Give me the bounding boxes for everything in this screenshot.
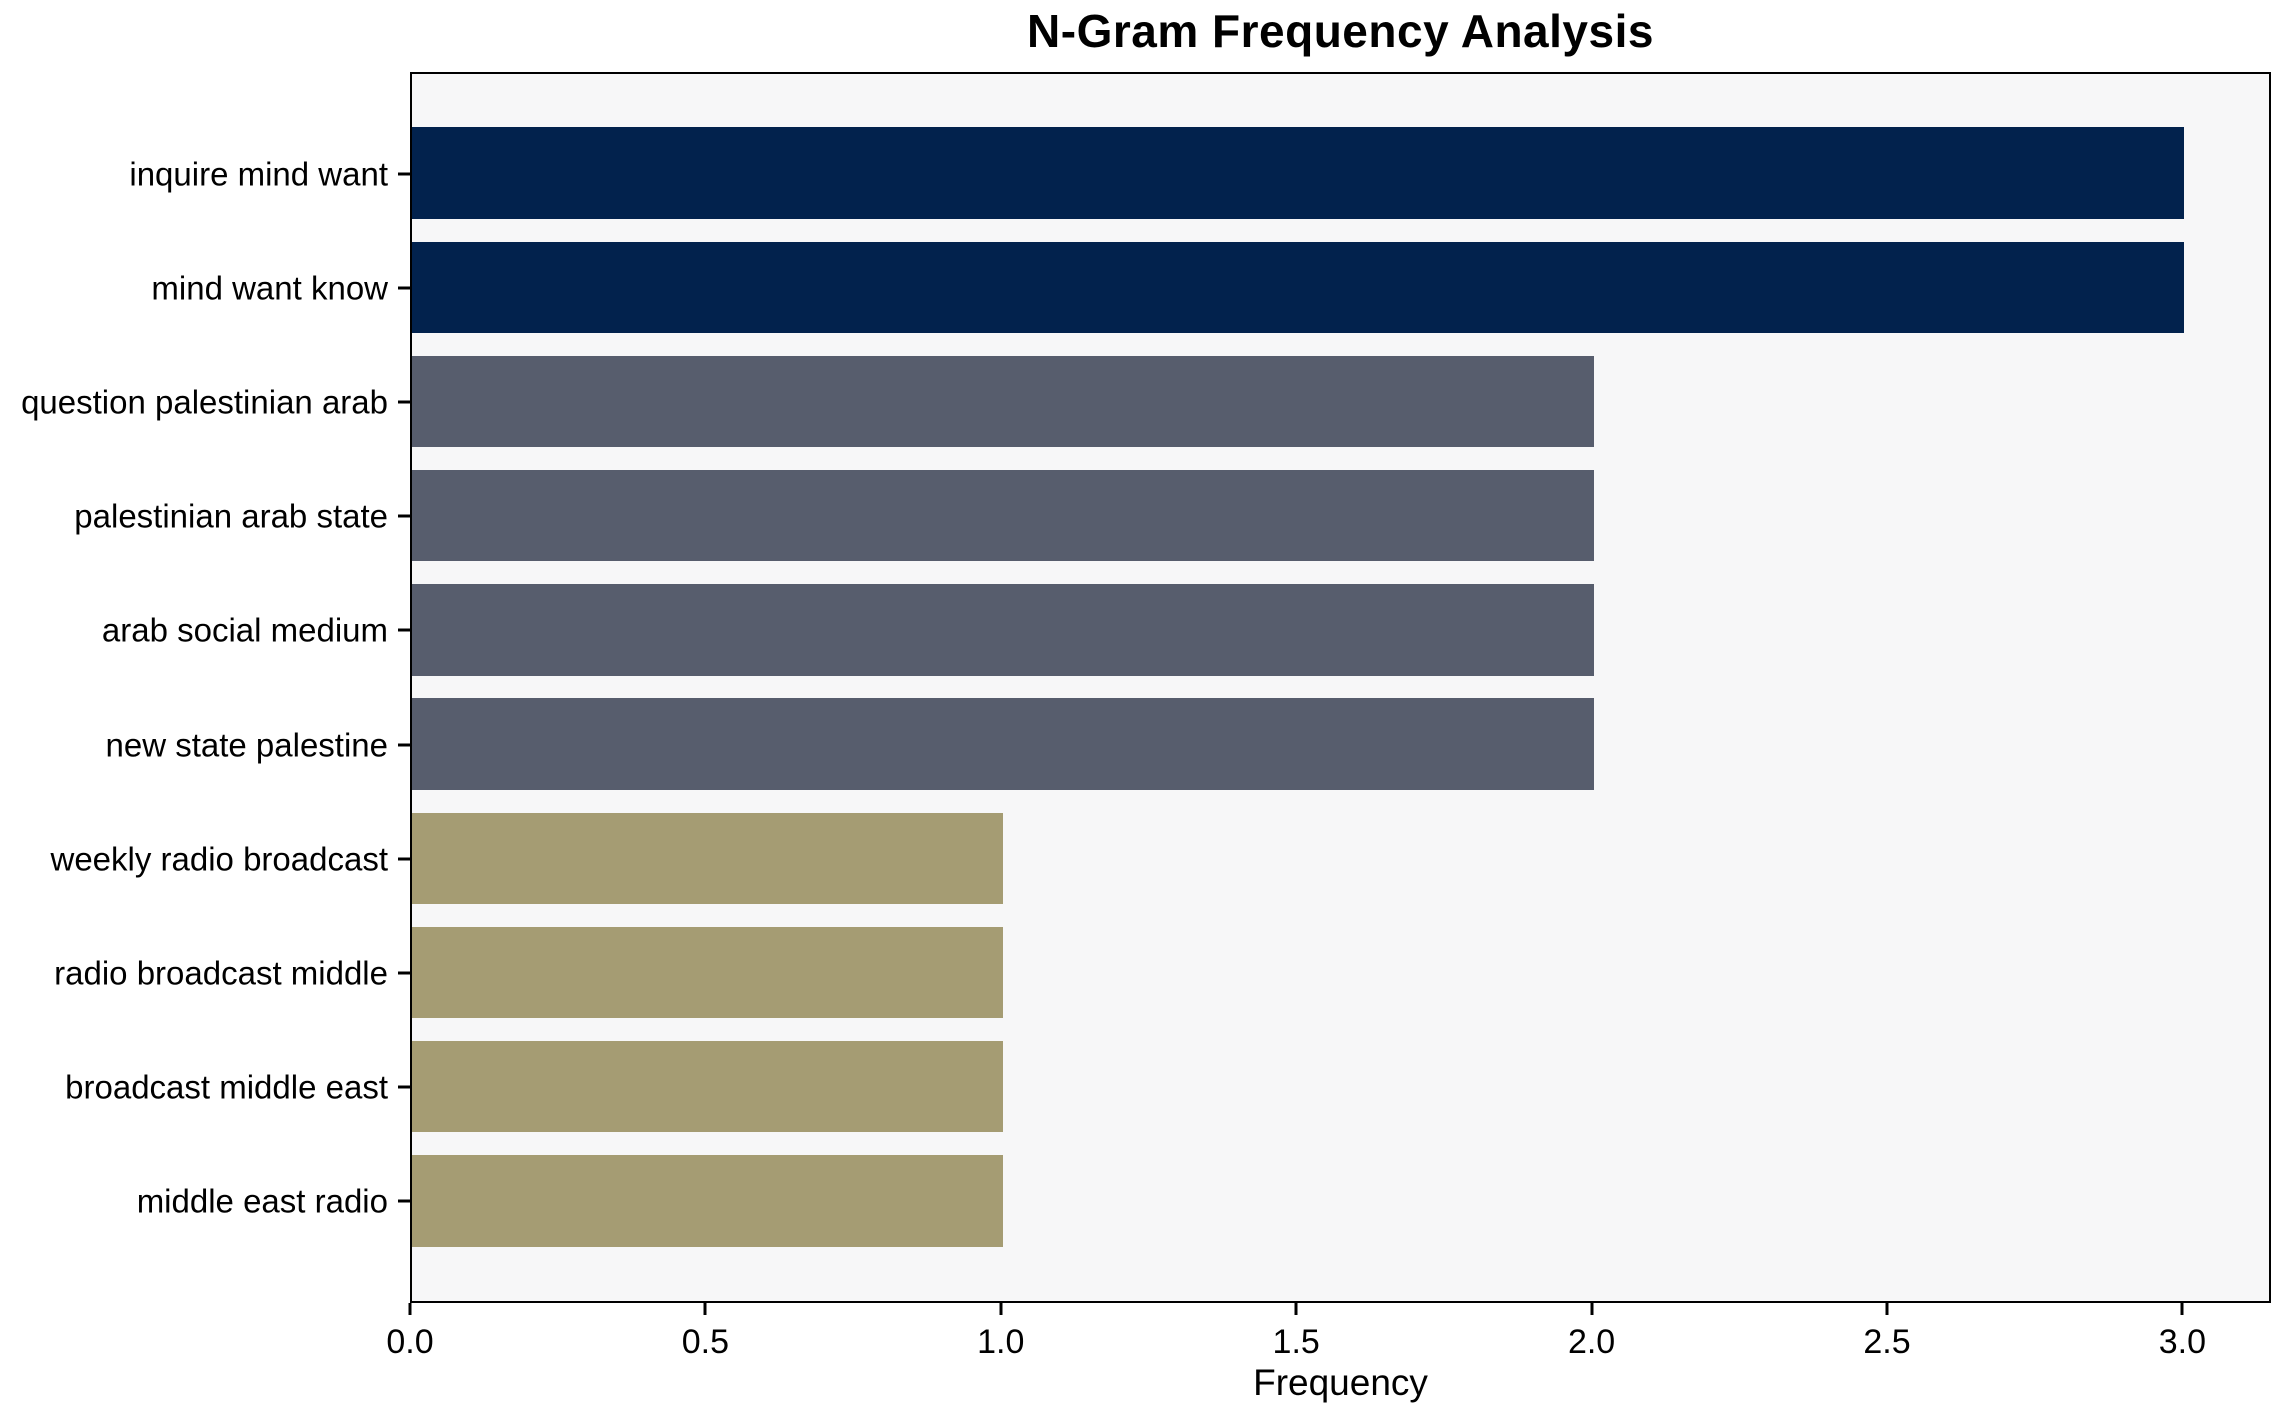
x-tick-mark bbox=[2180, 1303, 2184, 1315]
y-tick-label: mind want know bbox=[151, 269, 388, 307]
y-tick-mark bbox=[398, 1085, 410, 1089]
bar bbox=[412, 812, 1003, 904]
bar bbox=[412, 470, 1594, 562]
bar bbox=[412, 1155, 1003, 1247]
x-tick-label: 0.0 bbox=[386, 1323, 434, 1361]
bar bbox=[412, 1040, 1003, 1133]
y-tick-label: arab social medium bbox=[101, 611, 388, 649]
y-tick-label: radio broadcast middle bbox=[54, 954, 388, 992]
y-tick-mark bbox=[398, 1199, 410, 1203]
x-axis-title: Frequency bbox=[1253, 1362, 1428, 1403]
bar bbox=[412, 584, 1594, 676]
bar bbox=[412, 241, 2185, 333]
y-tick-label: palestinian arab state bbox=[74, 497, 388, 535]
y-tick-label: inquire mind want bbox=[129, 155, 388, 193]
x-tick-mark bbox=[1885, 1303, 1889, 1315]
bar bbox=[412, 127, 2185, 219]
y-tick-label: middle east radio bbox=[136, 1182, 388, 1220]
y-tick-label: question palestinian arab bbox=[21, 383, 388, 421]
y-tick-mark bbox=[398, 628, 410, 632]
bar bbox=[412, 355, 1594, 448]
x-tick-mark bbox=[999, 1303, 1003, 1315]
x-tick-mark bbox=[1590, 1303, 1594, 1315]
y-tick-mark bbox=[398, 857, 410, 861]
bar bbox=[412, 926, 1003, 1019]
x-tick-mark bbox=[408, 1303, 412, 1315]
y-tick-mark bbox=[398, 286, 410, 290]
y-tick-mark bbox=[398, 172, 410, 176]
x-tick-label: 3.0 bbox=[2158, 1323, 2207, 1361]
x-tick-label: 2.0 bbox=[1567, 1323, 1616, 1361]
y-tick-label: broadcast middle east bbox=[65, 1068, 388, 1106]
x-tick-label: 0.5 bbox=[681, 1323, 730, 1361]
x-tick-mark bbox=[1294, 1303, 1298, 1315]
x-tick-label: 2.5 bbox=[1863, 1323, 1911, 1361]
y-tick-mark bbox=[398, 400, 410, 404]
chart-title: N-Gram Frequency Analysis bbox=[1027, 5, 1654, 57]
y-tick-label: weekly radio broadcast bbox=[50, 840, 388, 878]
bar bbox=[412, 698, 1594, 790]
y-tick-mark bbox=[398, 743, 410, 747]
plot-area bbox=[410, 72, 2271, 1303]
y-tick-label: new state palestine bbox=[105, 726, 388, 764]
x-tick-mark bbox=[703, 1303, 707, 1315]
y-tick-mark bbox=[398, 514, 410, 518]
x-tick-label: 1.0 bbox=[977, 1323, 1025, 1361]
y-tick-mark bbox=[398, 971, 410, 975]
x-tick-label: 1.5 bbox=[1272, 1323, 1320, 1361]
